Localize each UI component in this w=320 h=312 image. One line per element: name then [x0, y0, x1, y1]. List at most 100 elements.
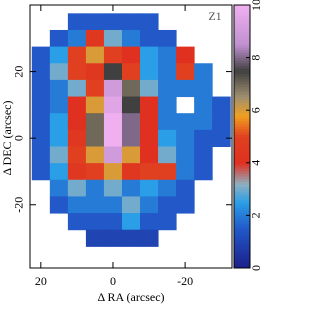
heat-cell — [68, 97, 87, 114]
heat-cell — [50, 47, 69, 64]
heat-cell — [104, 80, 123, 97]
heat-cell — [140, 130, 159, 147]
heat-cell — [104, 196, 123, 213]
heat-cell — [68, 163, 87, 180]
heat-cell — [176, 180, 195, 197]
heat-cell — [50, 113, 69, 130]
chart: Δ DEC (arcsec) Δ RA (arcsec) Z1 200-20-2… — [0, 0, 264, 307]
heat-cell — [194, 163, 213, 180]
heat-cell — [176, 130, 195, 147]
heat-cell — [32, 97, 51, 114]
heat-cell — [68, 30, 87, 47]
heat-cell — [158, 213, 177, 230]
heat-cell — [158, 163, 177, 180]
heat-cell — [140, 47, 159, 64]
heat-cell — [104, 230, 123, 247]
heat-cell — [158, 30, 177, 47]
heat-cell — [212, 97, 231, 114]
heat-cell — [86, 130, 105, 147]
heat-cell — [212, 113, 231, 130]
annotation: Z1 — [208, 9, 221, 23]
y-tick-label: 0 — [12, 135, 26, 141]
heat-cell — [50, 130, 69, 147]
heat-cell — [122, 180, 141, 197]
heat-cell — [32, 47, 51, 64]
colorbar-tick-label: 4 — [249, 160, 263, 166]
heat-cell — [50, 30, 69, 47]
heat-cell — [122, 63, 141, 80]
heat-cell — [86, 13, 105, 30]
heat-cell — [194, 130, 213, 147]
heat-cell — [68, 113, 87, 130]
heat-cell — [86, 230, 105, 247]
heat-cell — [50, 180, 69, 197]
heat-cell — [194, 113, 213, 130]
heat-cell — [122, 30, 141, 47]
heat-cell — [86, 163, 105, 180]
heat-cell — [194, 146, 213, 163]
heat-cell — [122, 163, 141, 180]
heat-cell — [122, 130, 141, 147]
heat-cell — [140, 180, 159, 197]
heat-cell — [194, 63, 213, 80]
heat-cell — [158, 80, 177, 97]
heat-cell — [158, 180, 177, 197]
heat-cell — [104, 180, 123, 197]
heat-cell — [122, 13, 141, 30]
heat-cell — [158, 47, 177, 64]
heat-cell — [86, 146, 105, 163]
heat-cell — [140, 13, 159, 30]
heat-cell — [194, 80, 213, 97]
y-tick-label: 20 — [12, 66, 26, 78]
heat-cell — [122, 80, 141, 97]
heat-cell — [158, 63, 177, 80]
heat-cell — [50, 63, 69, 80]
heat-cell — [158, 113, 177, 130]
heat-cell — [122, 47, 141, 64]
heat-cell — [50, 97, 69, 114]
heat-cell — [140, 213, 159, 230]
heat-cell — [104, 213, 123, 230]
colorbar-tick-label: 6 — [249, 107, 263, 113]
heat-cell — [68, 146, 87, 163]
x-tick-label: -20 — [177, 274, 193, 288]
heat-cell — [68, 180, 87, 197]
heat-cell — [122, 213, 141, 230]
heat-cell — [86, 63, 105, 80]
heat-cell — [86, 80, 105, 97]
heat-cell — [68, 47, 87, 64]
heat-cell — [86, 196, 105, 213]
heat-cell — [86, 97, 105, 114]
colorbar-tick-label: 10 — [249, 0, 263, 11]
heat-cell — [158, 97, 177, 114]
heat-cell — [50, 146, 69, 163]
heat-cell — [104, 63, 123, 80]
heat-cell — [104, 13, 123, 30]
heat-cell — [104, 146, 123, 163]
colorbar-tick-label: 2 — [249, 212, 263, 218]
heat-cell — [140, 230, 159, 247]
heat-cell — [86, 30, 105, 47]
colorbar-tick-label: 0 — [249, 265, 263, 271]
heat-cell — [140, 196, 159, 213]
x-tick-label: 20 — [35, 274, 47, 288]
heat-cell — [32, 80, 51, 97]
heat-cell — [104, 30, 123, 47]
heat-cell — [122, 146, 141, 163]
heat-cell — [32, 113, 51, 130]
x-tick-label: 0 — [110, 274, 116, 288]
heat-cell — [176, 63, 195, 80]
heat-cell — [68, 13, 87, 30]
heat-cell — [32, 163, 51, 180]
heat-cell — [50, 196, 69, 213]
heat-cell — [122, 97, 141, 114]
heat-cell — [176, 80, 195, 97]
heat-cell — [104, 163, 123, 180]
heat-cell — [68, 63, 87, 80]
heat-cell — [104, 47, 123, 64]
heat-cell — [104, 97, 123, 114]
y-tick-label: -20 — [12, 197, 26, 213]
heat-cell — [122, 196, 141, 213]
x-axis-label: Δ RA (arcsec) — [97, 290, 164, 304]
heat-cell — [86, 213, 105, 230]
